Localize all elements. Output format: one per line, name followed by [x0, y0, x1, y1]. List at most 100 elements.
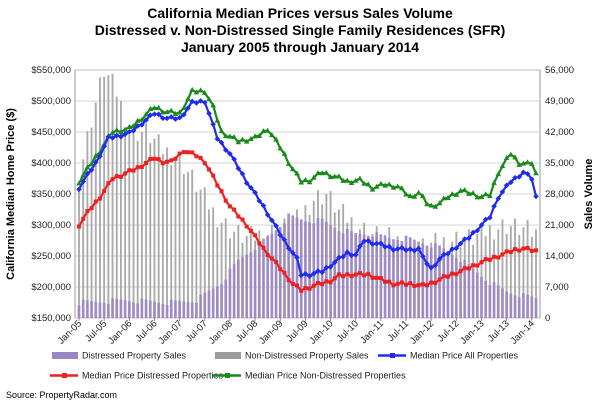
- bar-non-distressed-sales: [90, 127, 93, 318]
- median-price-all-point: [340, 253, 346, 260]
- median-price-all-point: [310, 270, 317, 277]
- bar-distressed-sales: [358, 233, 362, 318]
- median-price-non-distressed-point: [508, 151, 514, 157]
- bar-distressed-sales: [102, 303, 106, 318]
- median-price-non-distressed-point: [411, 193, 418, 199]
- median-price-non-distressed-point: [432, 203, 439, 209]
- median-price-distressed-point: [274, 259, 279, 264]
- median-price-all-point: [491, 203, 497, 210]
- median-price-distressed-point: [257, 241, 262, 246]
- bar-distressed-sales: [199, 294, 202, 318]
- median-price-distressed-point: [307, 286, 312, 291]
- median-price-all-point: [327, 263, 334, 270]
- median-price-non-distressed-point: [185, 95, 191, 101]
- median-price-distressed-point: [177, 151, 182, 156]
- median-price-non-distressed-point: [302, 177, 309, 183]
- median-price-non-distressed-point: [470, 190, 476, 196]
- median-price-distressed-point: [144, 161, 149, 165]
- median-price-all-point: [252, 189, 258, 196]
- median-price-all-point: [285, 245, 292, 251]
- median-price-all-point: [365, 237, 372, 244]
- median-price-non-distressed-point: [218, 128, 225, 134]
- bar-distressed-sales: [513, 295, 517, 318]
- median-price-non-distressed-point: [344, 177, 351, 183]
- median-price-non-distressed-point: [269, 132, 275, 138]
- median-price-distressed-point: [261, 245, 266, 250]
- bar-distressed-sales: [98, 302, 102, 318]
- median-price-non-distressed-point: [487, 193, 493, 199]
- median-price-distressed-point: [353, 272, 358, 277]
- median-price-distressed-point: [198, 155, 203, 160]
- bar-distressed-sales: [249, 252, 253, 318]
- legend-label: Distressed Property Sales: [82, 351, 187, 361]
- bar-distressed-sales: [220, 284, 223, 318]
- median-price-non-distressed-point: [449, 191, 455, 197]
- median-price-all-point: [122, 131, 128, 138]
- y-tick-left: $150,000: [31, 313, 71, 324]
- median-price-non-distressed-point: [512, 154, 518, 160]
- median-price-non-distressed-point: [264, 127, 271, 133]
- median-price-non-distressed-point: [235, 139, 242, 145]
- median-price-distressed-point: [500, 252, 505, 257]
- bar-distressed-sales: [211, 288, 215, 318]
- median-price-all-point: [508, 179, 514, 186]
- median-price-non-distressed-point: [323, 169, 330, 175]
- median-price-all-point: [419, 253, 426, 260]
- bar-distressed-sales: [320, 218, 324, 318]
- median-price-distressed-point: [215, 183, 220, 188]
- median-price-all-point: [189, 98, 196, 105]
- bar-distressed-sales: [291, 215, 295, 318]
- median-price-non-distressed-point: [294, 170, 300, 176]
- median-price-all-point: [478, 222, 485, 228]
- bar-distressed-sales: [148, 300, 152, 318]
- median-price-non-distressed-point: [298, 179, 305, 185]
- median-price-non-distressed-point: [168, 107, 175, 113]
- bar-distressed-sales: [161, 303, 165, 318]
- median-price-distressed-point: [336, 272, 341, 277]
- median-price-distressed-point: [135, 165, 140, 170]
- median-price-distressed-point: [248, 228, 253, 233]
- bar-non-distressed-sales: [128, 134, 131, 318]
- x-tick-label: Jan-10: [307, 318, 335, 346]
- bar-distressed-sales: [526, 294, 529, 318]
- median-price-distressed-point: [441, 274, 446, 279]
- median-price-all-point: [302, 271, 309, 277]
- bar-non-distressed-sales: [166, 147, 168, 318]
- median-price-all-point: [214, 136, 221, 142]
- median-price-distressed-point: [85, 209, 90, 214]
- median-price-non-distressed-point: [361, 180, 367, 186]
- median-price-non-distressed-point: [80, 172, 86, 178]
- legend-label: Median Price Distressed Properties: [82, 371, 224, 381]
- y-tick-left: $350,000: [31, 189, 71, 200]
- median-price-distressed-point: [286, 278, 291, 283]
- median-price-distressed-point: [370, 275, 375, 280]
- x-tick-label: Jul-09: [284, 318, 310, 344]
- median-price-all-point: [151, 111, 158, 117]
- bar-distressed-sales: [283, 223, 286, 318]
- bar-distressed-sales: [509, 293, 513, 318]
- bar-distressed-sales: [463, 259, 467, 318]
- bar-distressed-sales: [157, 302, 161, 318]
- median-price-all-point: [201, 99, 208, 106]
- bar-distressed-sales: [216, 286, 219, 318]
- median-price-distressed-point: [131, 168, 136, 173]
- median-price-non-distressed-point: [352, 177, 359, 183]
- median-price-non-distressed-point: [378, 180, 384, 186]
- bar-distressed-sales: [400, 240, 404, 318]
- median-price-distressed-point: [458, 269, 463, 274]
- median-price-all-point: [105, 133, 112, 140]
- median-price-all-point: [76, 186, 82, 193]
- median-price-all-point: [290, 250, 296, 256]
- median-price-non-distressed-point: [193, 89, 200, 95]
- median-price-non-distressed-point: [147, 105, 154, 111]
- bar-non-distressed-sales: [522, 227, 525, 318]
- median-price-all-point: [80, 178, 86, 185]
- median-price-non-distressed-point: [151, 105, 158, 111]
- median-price-non-distressed-point: [445, 195, 451, 201]
- median-price-all-point: [361, 238, 367, 245]
- median-price-distressed-point: [374, 275, 379, 280]
- median-price-non-distressed-point: [76, 180, 82, 186]
- median-price-distressed-point: [445, 274, 450, 279]
- bar-distressed-sales: [304, 221, 307, 318]
- median-price-all-point: [97, 153, 103, 160]
